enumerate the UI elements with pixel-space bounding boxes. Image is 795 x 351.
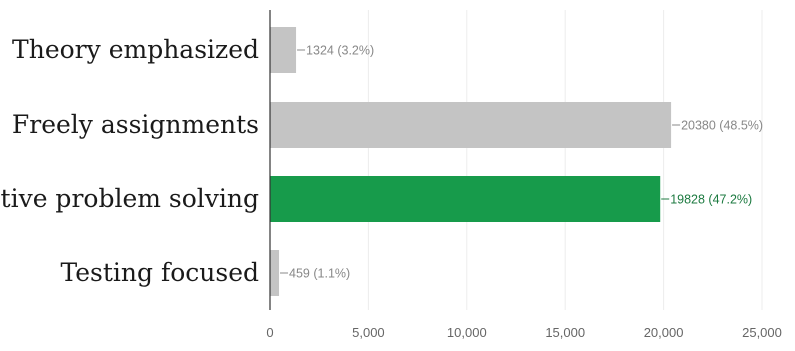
x-tick-label: 0 xyxy=(266,325,273,340)
bars xyxy=(270,27,672,296)
x-tick-label: 5,000 xyxy=(352,325,385,340)
data-label: 1324 (3.2%) xyxy=(306,44,374,58)
x-tick-label: 10,000 xyxy=(447,325,487,340)
category-label: Theory emphasized xyxy=(12,35,259,64)
bar xyxy=(270,176,661,222)
x-tick-label: 25,000 xyxy=(742,325,782,340)
bar xyxy=(270,250,280,296)
data-label: 459 (1.1%) xyxy=(289,267,350,281)
x-tick-label: 15,000 xyxy=(545,325,585,340)
grid-lines xyxy=(367,10,763,310)
bar xyxy=(270,27,297,73)
category-label: Creative problem solving xyxy=(0,184,259,213)
data-label: 20380 (48.5%) xyxy=(681,119,763,133)
x-tick-label: 20,000 xyxy=(644,325,684,340)
data-label: 19828 (47.2%) xyxy=(670,193,752,207)
labels: 0 5,000 10,000 15,000 20,000 25,000 Theory emp… xyxy=(0,35,782,340)
category-label: Freely assignments xyxy=(12,110,259,139)
category-label: Testing focused xyxy=(61,258,260,287)
bar xyxy=(270,102,672,148)
